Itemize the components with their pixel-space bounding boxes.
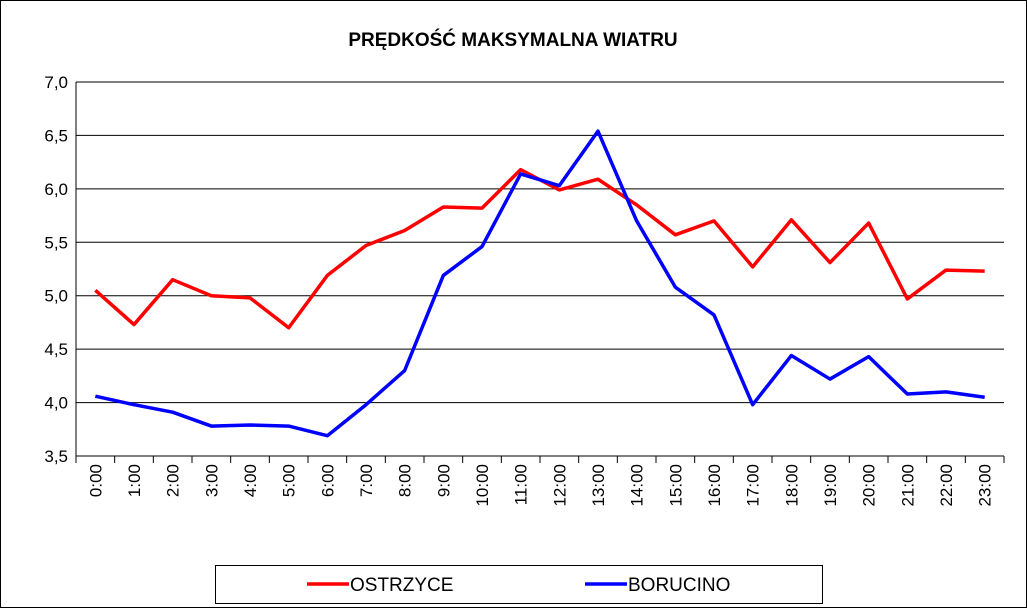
x-tick-label: 7:00 <box>357 464 376 497</box>
x-tick-label: 15:00 <box>666 464 685 507</box>
x-tick-label: 10:00 <box>473 464 492 507</box>
x-tick-label: 2:00 <box>164 464 183 497</box>
legend-label: BORUCINO <box>628 575 730 596</box>
x-tick-label: 13:00 <box>589 464 608 507</box>
x-tick-label: 20:00 <box>860 464 879 507</box>
x-tick-label: 19:00 <box>821 464 840 507</box>
legend <box>215 565 823 604</box>
x-tick-label: 4:00 <box>241 464 260 497</box>
y-tick-label: 6,0 <box>44 180 68 199</box>
x-tick-label: 18:00 <box>782 464 801 507</box>
x-tick-label: 5:00 <box>280 464 299 497</box>
y-tick-label: 5,5 <box>44 233 68 252</box>
y-tick-label: 3,5 <box>44 447 68 466</box>
x-tick-label: 17:00 <box>744 464 763 507</box>
y-tick-label: 6,5 <box>44 126 68 145</box>
y-tick-label: 4,0 <box>44 394 68 413</box>
x-tick-label: 22:00 <box>937 464 956 507</box>
chart-title: PRĘDKOŚĆ MAKSYMALNA WIATRU <box>348 29 677 51</box>
y-tick-label: 5,0 <box>44 287 68 306</box>
y-tick-label: 7,0 <box>44 73 68 92</box>
x-tick-label: 8:00 <box>396 464 415 497</box>
x-tick-label: 23:00 <box>976 464 995 507</box>
legend-label: OSTRZYCE <box>350 575 453 596</box>
x-tick-label: 1:00 <box>125 464 144 497</box>
x-tick-label: 16:00 <box>705 464 724 507</box>
x-tick-label: 21:00 <box>898 464 917 507</box>
x-tick-label: 0:00 <box>86 464 105 497</box>
x-tick-label: 3:00 <box>202 464 221 497</box>
y-tick-label: 4,5 <box>44 340 68 359</box>
x-tick-label: 9:00 <box>434 464 453 497</box>
x-tick-label: 11:00 <box>512 464 531 505</box>
x-tick-label: 12:00 <box>550 464 569 507</box>
series-line <box>94 129 985 438</box>
x-tick-label: 14:00 <box>628 464 647 507</box>
x-tick-label: 6:00 <box>318 464 337 497</box>
